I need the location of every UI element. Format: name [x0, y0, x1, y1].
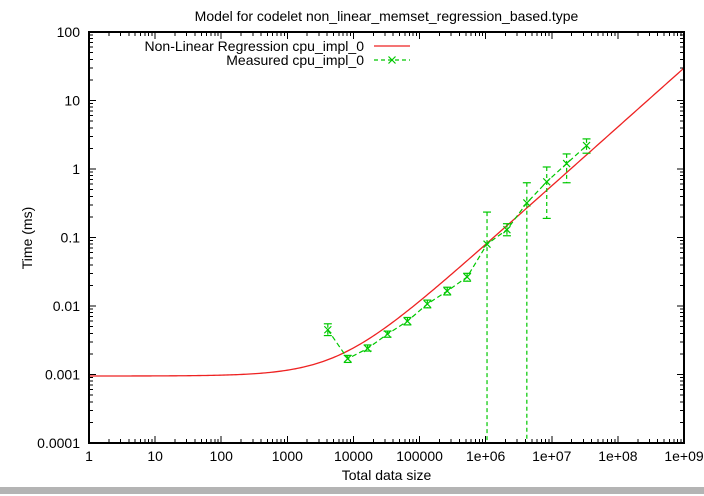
- x-tick-label: 1e+08: [598, 448, 638, 464]
- y-tick-label: 0.0001: [37, 435, 80, 451]
- legend-label-regression: Non-Linear Regression cpu_impl_0: [144, 38, 364, 54]
- legend-sample-solid-line: [374, 45, 410, 47]
- chart-title: Model for codelet non_linear_memset_regr…: [194, 8, 579, 24]
- y-axis-label: Time (ms): [19, 206, 35, 270]
- x-tick-label: 10: [147, 448, 163, 464]
- data-point-marker: [463, 273, 472, 281]
- data-point-marker: [582, 141, 591, 150]
- data-point-marker: [542, 177, 551, 186]
- data-point-marker: [562, 159, 571, 168]
- legend-label-measured: Measured cpu_impl_0: [226, 52, 364, 68]
- x-axis-label: Total data size: [341, 467, 432, 483]
- legend-entry-measured: Measured cpu_impl_0: [80, 52, 412, 68]
- legend-sample-dashed-x-line: [374, 56, 410, 64]
- y-tick-label: 10: [64, 93, 80, 109]
- x-tick-label: 1e+09: [664, 448, 704, 464]
- data-point-marker: [383, 330, 392, 338]
- x-tick-label: 1000: [272, 448, 303, 464]
- x-tick-label: 100: [210, 448, 234, 464]
- plot-border: [88, 31, 685, 444]
- data-point-marker: [503, 225, 511, 234]
- data-point-marker: [423, 300, 432, 308]
- y-tick-label: 100: [57, 24, 81, 40]
- data-point-marker: [483, 240, 491, 249]
- axis-ticks: [88, 31, 685, 444]
- data-point-marker: [403, 317, 412, 326]
- x-tick-label: 10000: [334, 448, 373, 464]
- legend-entry-regression: Non-Linear Regression cpu_impl_0: [80, 38, 412, 54]
- x-tick-label: 1e+06: [466, 448, 506, 464]
- data-point-marker: [323, 325, 332, 334]
- bottom-gray-bar: [0, 487, 704, 494]
- legend: Non-Linear Regression cpu_impl_0 Measure…: [80, 38, 412, 68]
- measured-polyline: [327, 145, 587, 360]
- y-tick-label: 0.01: [53, 298, 80, 314]
- y-tick-label: 1: [72, 161, 80, 177]
- x-tick-label: 1: [85, 448, 93, 464]
- y-tick-label: 0.1: [61, 230, 81, 246]
- x-tick-label: 100000: [396, 448, 443, 464]
- x-tick-label: 1e+07: [532, 448, 572, 464]
- measured-series: [323, 138, 591, 443]
- y-tick-label: 0.001: [45, 367, 80, 383]
- data-point-marker: [443, 287, 452, 296]
- data-point-marker: [343, 354, 352, 363]
- data-point-marker: [522, 198, 531, 207]
- data-point-marker: [363, 344, 372, 353]
- regression-curve: [89, 67, 685, 377]
